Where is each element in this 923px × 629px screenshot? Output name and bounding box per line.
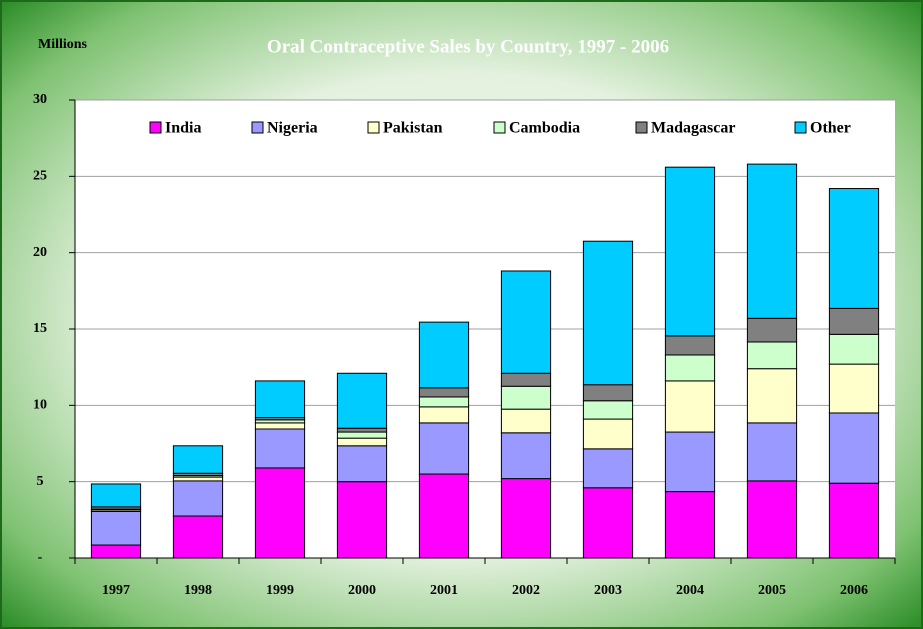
bar-segment (254, 422, 306, 430)
y-tick-label: - (38, 550, 43, 565)
y-tick-label: 30 (33, 92, 47, 107)
x-tick-label: 2003 (594, 583, 622, 598)
bar-segment (664, 431, 716, 493)
bar-segment (664, 354, 716, 382)
bar-segment (828, 188, 880, 309)
bar-segment (828, 333, 880, 365)
bar-segment (336, 372, 388, 429)
legend-label: Other (810, 120, 851, 137)
bar-segment (336, 445, 388, 483)
legend-label: Pakistan (383, 120, 443, 137)
legend-label: Cambodia (509, 120, 580, 137)
legend-swatch (367, 121, 380, 134)
legend-swatch (794, 121, 807, 134)
x-tick-label: 2000 (348, 583, 376, 598)
bar-segment (746, 368, 798, 424)
legend-swatch (635, 121, 648, 134)
bar-segment (746, 317, 798, 343)
bar-segment (746, 480, 798, 559)
bar-segment (418, 406, 470, 424)
bar-segment (500, 408, 552, 434)
y-tick-label: 20 (33, 245, 47, 260)
bar-segment (828, 482, 880, 559)
bar-segment (254, 428, 306, 469)
bar-segment (582, 487, 634, 559)
bar-segment (500, 372, 552, 387)
bar-segment (172, 445, 224, 474)
bar-segment (746, 422, 798, 482)
bar-segment (746, 163, 798, 319)
bar-segment (664, 335, 716, 356)
bar-segment (336, 437, 388, 447)
legend-swatch (149, 121, 162, 134)
legend-swatch (251, 121, 264, 134)
x-tick-label: 2006 (840, 583, 868, 598)
bar-segment (664, 491, 716, 559)
bar-segment (90, 483, 142, 508)
y-tick-label: 5 (37, 474, 44, 489)
bar-segment (582, 400, 634, 420)
x-tick-label: 1999 (266, 583, 294, 598)
bar-segment (746, 341, 798, 370)
bar-segment (418, 422, 470, 475)
bar-segment (582, 240, 634, 386)
y-axis-unit: Millions (38, 37, 88, 52)
legend-label: Nigeria (267, 120, 318, 137)
x-tick-label: 2001 (430, 583, 458, 598)
bar-segment (336, 481, 388, 559)
bar-segment (828, 412, 880, 484)
bar-segment (172, 476, 224, 482)
bar-segment (418, 473, 470, 559)
bar-segment (500, 478, 552, 559)
legend-swatch (493, 121, 506, 134)
y-tick-label: 25 (33, 169, 47, 184)
bar-segment (254, 467, 306, 559)
y-tick-label: 15 (33, 321, 47, 336)
bar-segment (336, 427, 388, 433)
bar-segment (828, 307, 880, 335)
legend-label: India (165, 120, 201, 137)
bar-segment (582, 448, 634, 489)
bar-segment (664, 166, 716, 337)
bar-segment (582, 418, 634, 450)
bar-segment (172, 515, 224, 559)
bar-segment (172, 480, 224, 517)
bar-segment (828, 363, 880, 414)
bar-segment (500, 432, 552, 480)
x-tick-label: 2004 (676, 583, 704, 598)
bar-segment (418, 387, 470, 398)
bar-segment (500, 270, 552, 374)
x-tick-label: 2005 (758, 583, 786, 598)
bar-segment (254, 380, 306, 419)
legend-label: Madagascar (651, 120, 735, 137)
bar-segment (500, 385, 552, 410)
x-tick-label: 1997 (102, 583, 130, 598)
y-tick-label: 10 (33, 398, 47, 413)
bar-segment (418, 321, 470, 389)
bar-segment (90, 510, 142, 546)
chart-title: Oral Contraceptive Sales by Country, 199… (267, 36, 669, 57)
bar-segment (664, 380, 716, 433)
x-tick-label: 2002 (512, 583, 540, 598)
bar-segment (582, 384, 634, 402)
bar-segment (90, 544, 142, 559)
bar-segment (418, 396, 470, 408)
bar-segment (336, 431, 388, 439)
x-tick-label: 1998 (184, 583, 212, 598)
